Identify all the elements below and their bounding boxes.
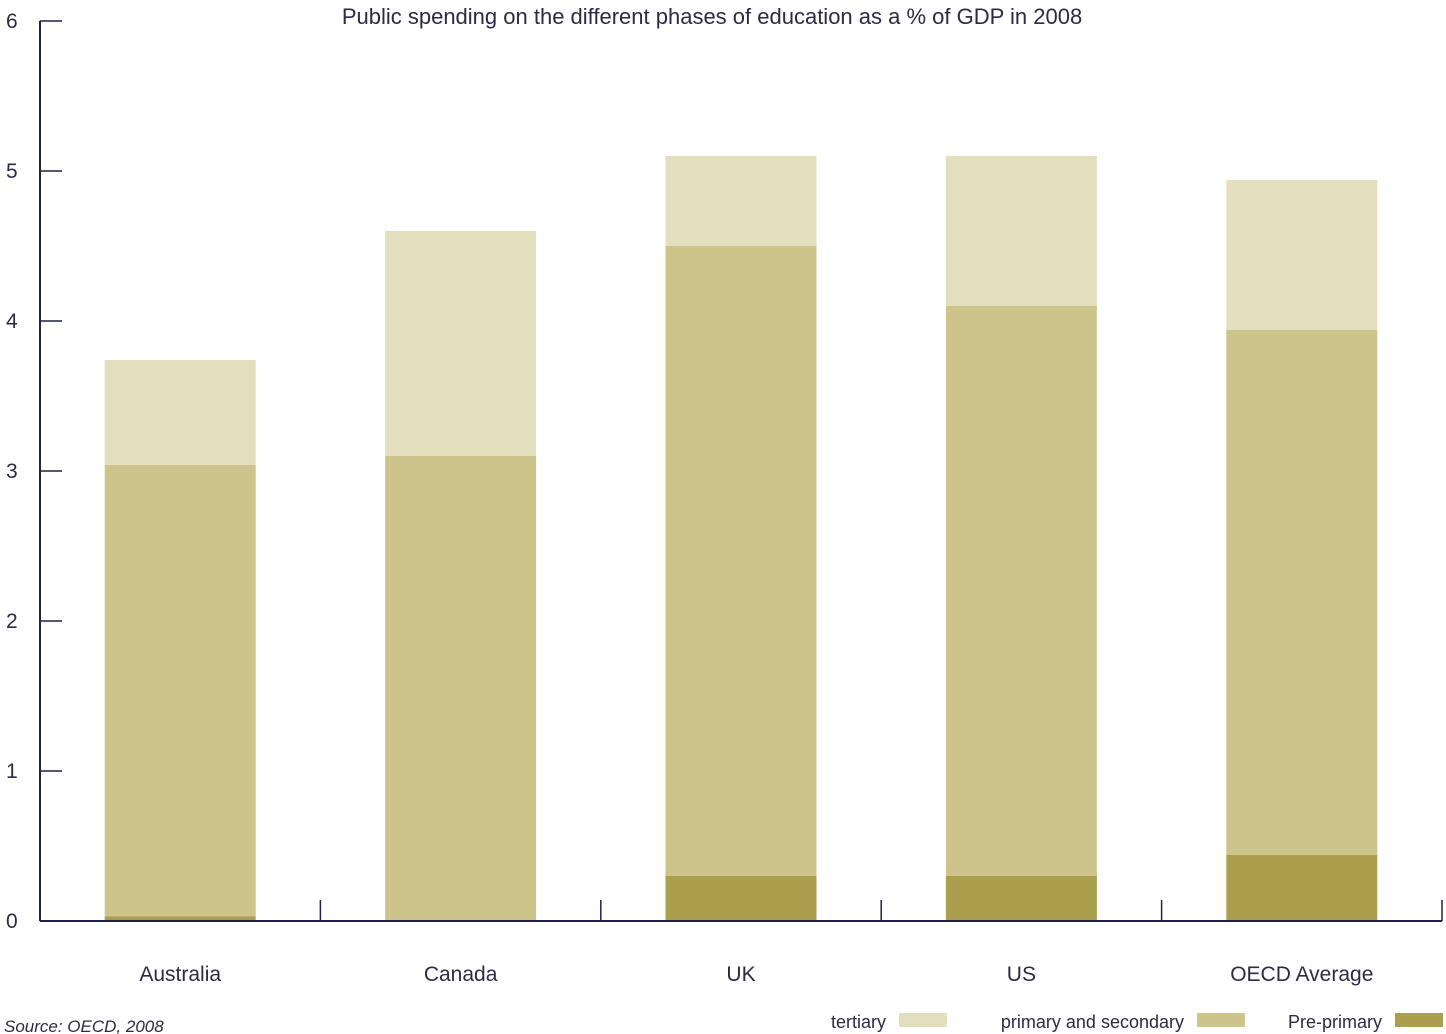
legend-label: Pre-primary <box>1288 1012 1382 1032</box>
legend-swatch <box>899 1013 947 1027</box>
bar-segment <box>104 465 256 917</box>
chart-title: Public spending on the different phases … <box>342 4 1082 29</box>
bar-segment <box>385 231 537 456</box>
x-category-label: US <box>1007 963 1036 986</box>
bar-group <box>665 156 817 921</box>
y-tick-label: 3 <box>6 460 18 483</box>
bar-segment <box>665 156 817 246</box>
legend: tertiary primary and secondary Pre-primary <box>831 1012 1443 1032</box>
bar-segment <box>665 876 817 921</box>
bar-segment <box>385 456 537 921</box>
bar-segment <box>945 156 1097 306</box>
y-tick-label: 1 <box>6 760 18 783</box>
x-axis: Australia Canada UK US OECD Average <box>40 900 1443 986</box>
bar-segment <box>665 246 817 876</box>
bar-segment <box>1226 180 1378 330</box>
x-category-label: OECD Average <box>1230 963 1373 986</box>
y-tick-label: 2 <box>6 610 18 633</box>
bar-group <box>945 156 1097 921</box>
bar-group <box>385 231 537 921</box>
bar-group <box>104 360 256 921</box>
legend-swatch <box>1197 1013 1245 1027</box>
bar-segment <box>1226 855 1378 921</box>
x-category-label: Canada <box>424 963 498 986</box>
source-note: Source: OECD, 2008 <box>4 1017 164 1034</box>
bar-segment <box>104 360 256 465</box>
y-tick-label: 0 <box>6 910 18 933</box>
bar-group <box>1226 180 1378 921</box>
y-tick-label: 4 <box>6 310 18 333</box>
legend-label: tertiary <box>831 1012 886 1032</box>
legend-label: primary and secondary <box>1001 1012 1184 1032</box>
y-axis: 0 1 2 3 4 5 6 <box>6 10 62 933</box>
y-tick-label: 5 <box>6 160 18 183</box>
x-category-label: UK <box>726 963 755 986</box>
bars-group <box>104 156 1378 921</box>
x-category-label: Australia <box>139 963 221 986</box>
bar-segment <box>945 876 1097 921</box>
legend-swatch <box>1395 1013 1443 1027</box>
bar-segment <box>1226 330 1378 855</box>
bar-segment <box>104 916 256 921</box>
y-tick-label: 6 <box>6 10 18 33</box>
bar-segment <box>945 306 1097 876</box>
